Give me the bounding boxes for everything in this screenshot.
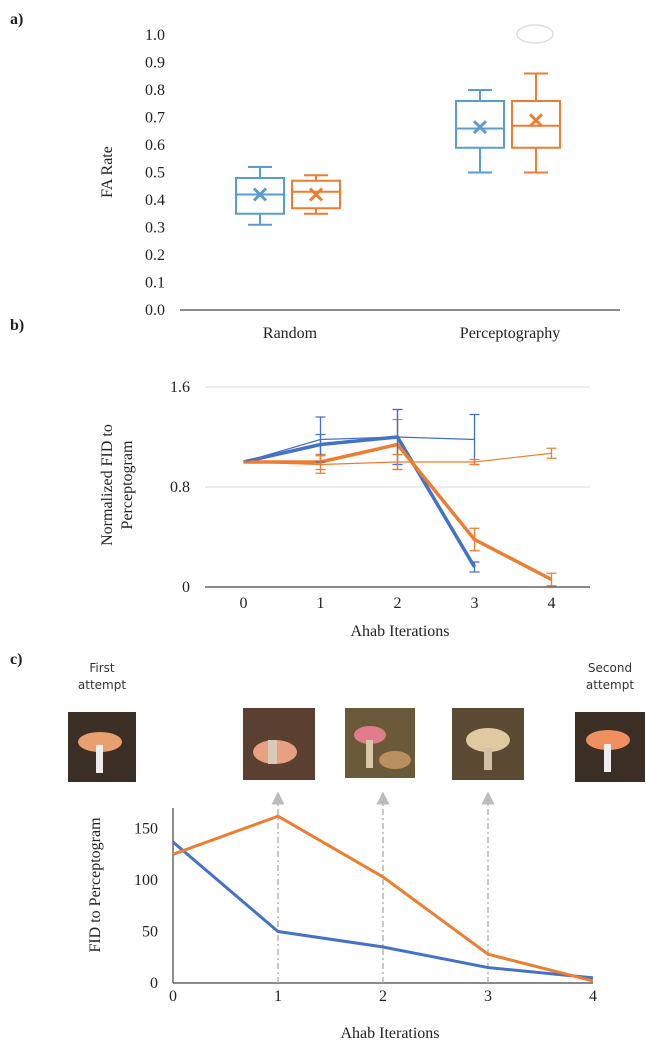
y-tick-label: 0.7 — [145, 110, 165, 127]
thumbnail — [575, 712, 645, 782]
x-tick-label: 3 — [471, 595, 479, 612]
y-tick-label: 0.5 — [145, 165, 165, 182]
thumbnail — [452, 708, 524, 780]
x-axis-label: Ahab Iterations — [340, 1025, 439, 1042]
y-axis-label: Normalized FID to — [99, 424, 116, 546]
y-tick-label: 150 — [134, 821, 158, 838]
artifact — [516, 24, 554, 44]
annotation: First attempt — [77, 661, 127, 692]
thumbnail — [345, 708, 415, 778]
y-tick-label: 0 — [150, 975, 158, 992]
box — [455, 100, 505, 149]
y-tick-label: 0.1 — [145, 275, 165, 292]
x-tick-label: 2 — [379, 988, 387, 1005]
y-tick-label: 0.9 — [145, 55, 165, 72]
y-tick-label: 100 — [134, 872, 158, 889]
y-axis-label: FA Rate — [99, 146, 116, 198]
x-tick-label: 1 — [317, 595, 325, 612]
box — [511, 100, 561, 149]
y-tick-label: 0 — [182, 579, 190, 596]
x-tick-label: 3 — [484, 988, 492, 1005]
line — [243, 452, 552, 466]
mean-marker — [252, 187, 268, 202]
y-tick-label: 1.0 — [145, 27, 165, 44]
x-tick-label: 1 — [274, 988, 282, 1005]
x-tick-label: 0 — [169, 988, 177, 1005]
annotation: Second attempt — [585, 661, 635, 692]
y-tick-label: 0.4 — [145, 192, 165, 209]
thumbnail — [68, 712, 136, 782]
panel-label: c) — [10, 651, 22, 668]
y-tick-label: 0.6 — [145, 137, 165, 154]
x-tick-label: 0 — [240, 595, 248, 612]
y-tick-label: 0.8 — [170, 479, 190, 496]
y-tick-label: 0.2 — [145, 247, 165, 264]
x-axis-label: Ahab Iterations — [350, 623, 449, 640]
y-tick-label: 0.8 — [145, 82, 165, 99]
x-tick-label: Random — [263, 325, 318, 342]
line — [243, 435, 477, 568]
panel-label: b) — [10, 317, 24, 334]
y-tick-label: 0.3 — [145, 220, 165, 237]
mean-marker — [308, 187, 324, 202]
panel-label: a) — [10, 11, 23, 28]
line — [172, 814, 594, 983]
line — [172, 840, 594, 980]
line — [243, 436, 475, 463]
thumbnail — [243, 708, 315, 780]
mean-marker — [528, 113, 544, 128]
mean-marker — [472, 120, 488, 135]
y-tick-label: 0.0 — [145, 302, 165, 319]
y-axis-label: FID to Perceptogram — [87, 817, 104, 953]
x-tick-label: Perceptography — [460, 325, 560, 342]
y-tick-label: 1.6 — [170, 379, 190, 396]
x-tick-label: 4 — [589, 988, 597, 1005]
x-tick-label: 2 — [394, 595, 402, 612]
y-axis-label: Perceptogram — [119, 440, 136, 529]
x-tick-label: 4 — [548, 595, 556, 612]
y-tick-label: 50 — [142, 924, 158, 941]
